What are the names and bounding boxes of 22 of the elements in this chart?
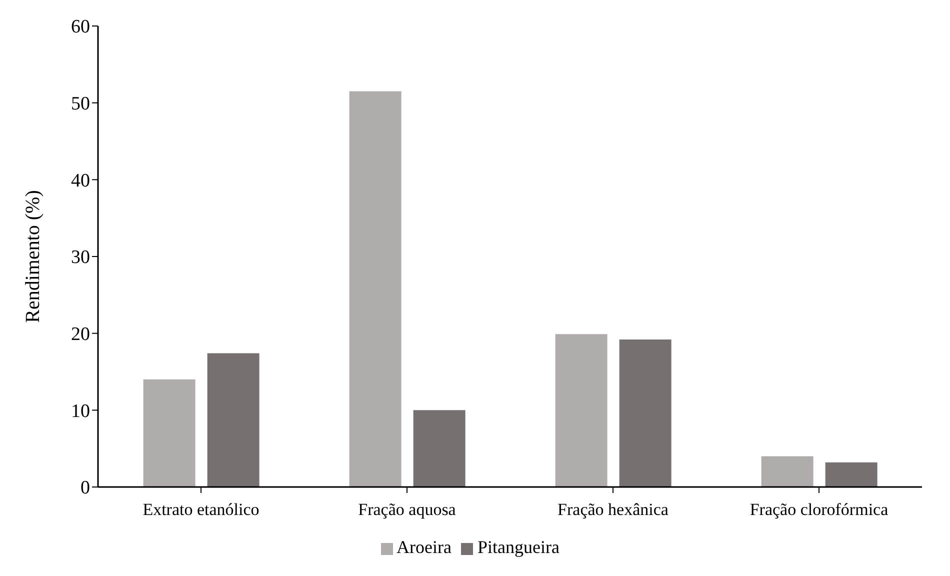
- y-tick-label: 30: [71, 247, 90, 268]
- y-tick-label: 40: [71, 170, 90, 192]
- x-tick-label: Extrato etanólico: [142, 500, 260, 520]
- legend-label: Pitangueira: [477, 537, 560, 557]
- y-tick-label: 50: [71, 94, 90, 115]
- x-tick-label: Fração clorofórmica: [750, 500, 889, 520]
- y-tick-label: 10: [71, 400, 90, 422]
- legend-label: Aroeira: [396, 537, 452, 557]
- y-axis-title: Rendimento (%): [22, 190, 44, 323]
- bar: [349, 91, 402, 487]
- bar: [207, 353, 260, 487]
- y-tick-label: 0: [80, 478, 90, 499]
- bar: [825, 462, 878, 487]
- x-tick-label: Fração hexânica: [558, 500, 669, 520]
- y-tick-label: 20: [71, 324, 90, 346]
- bar: [143, 379, 196, 487]
- bar: [619, 339, 672, 487]
- bar: [761, 456, 814, 487]
- y-tick-label: 60: [71, 16, 90, 38]
- bar: [555, 334, 608, 487]
- bar: [413, 410, 466, 487]
- x-tick-label: Fração aquosa: [358, 500, 456, 520]
